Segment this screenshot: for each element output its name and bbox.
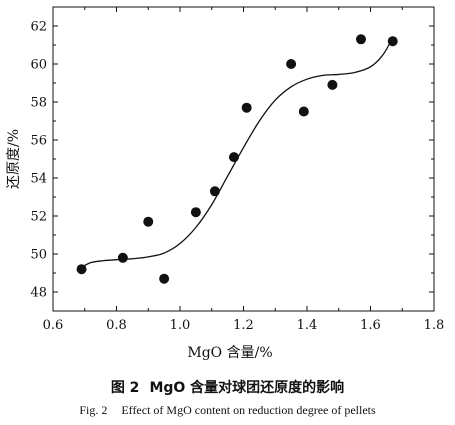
- y-tick-label: 56: [30, 134, 47, 149]
- y-tick-label: 60: [30, 58, 47, 73]
- axis-tick-labels: 0.6 0.8 1.0 1.2 1.4 1.6 1.8 48 50 52 54 56 58 60 62: [30, 20, 444, 334]
- y-tick-label: 50: [30, 248, 47, 263]
- data-point: [228, 152, 239, 163]
- x-tick-label: 1.4: [297, 318, 318, 333]
- x-tick-label: 0.6: [43, 318, 64, 333]
- data-point: [298, 106, 309, 117]
- y-tick-label: 54: [30, 172, 47, 187]
- caption-chinese: 图 2 MgO 含量对球团还原度的影响: [0, 377, 455, 397]
- y-tick-label: 48: [30, 286, 47, 301]
- y-tick-label: 52: [30, 210, 47, 225]
- data-point: [387, 36, 398, 47]
- y-tick-label: 62: [30, 20, 47, 35]
- axis-ticks: [52, 6, 435, 312]
- x-tick-label: 0.8: [106, 318, 127, 333]
- x-tick-label: 1.6: [360, 318, 381, 333]
- data-point: [327, 79, 338, 90]
- data-point: [241, 102, 252, 113]
- caption-english: Fig. 2 Effect of MgO content on reduction…: [0, 403, 455, 418]
- data-point: [117, 252, 128, 263]
- data-point: [143, 216, 154, 227]
- y-axis-label: 还原度/%: [6, 129, 22, 189]
- chart: 0.6 0.8 1.0 1.2 1.4 1.6 1.8 48 50 52 54 56 58 60 62 Mg…: [6, 6, 444, 361]
- data-point: [209, 186, 220, 197]
- data-point: [190, 207, 201, 218]
- data-point: [76, 264, 87, 275]
- data-point: [159, 273, 170, 284]
- data-points: [76, 34, 398, 284]
- x-tick-label: 1.0: [170, 318, 191, 333]
- data-point: [286, 59, 297, 69]
- x-tick-label: 1.8: [424, 318, 445, 333]
- caption-english-text: Effect of MgO content on reduction degre…: [121, 403, 376, 417]
- caption-chinese-text: MgO 含量对球团还原度的影响: [149, 380, 345, 396]
- y-tick-label: 58: [30, 96, 47, 111]
- caption-english-number: Fig. 2: [79, 403, 108, 417]
- x-tick-label: 1.2: [233, 318, 254, 333]
- caption-chinese-number: 图 2: [110, 380, 140, 396]
- x-axis-label: MgO 含量/%: [187, 345, 272, 361]
- plot-frame: [52, 6, 435, 312]
- fit-curve: [81, 37, 394, 268]
- data-point: [355, 34, 366, 45]
